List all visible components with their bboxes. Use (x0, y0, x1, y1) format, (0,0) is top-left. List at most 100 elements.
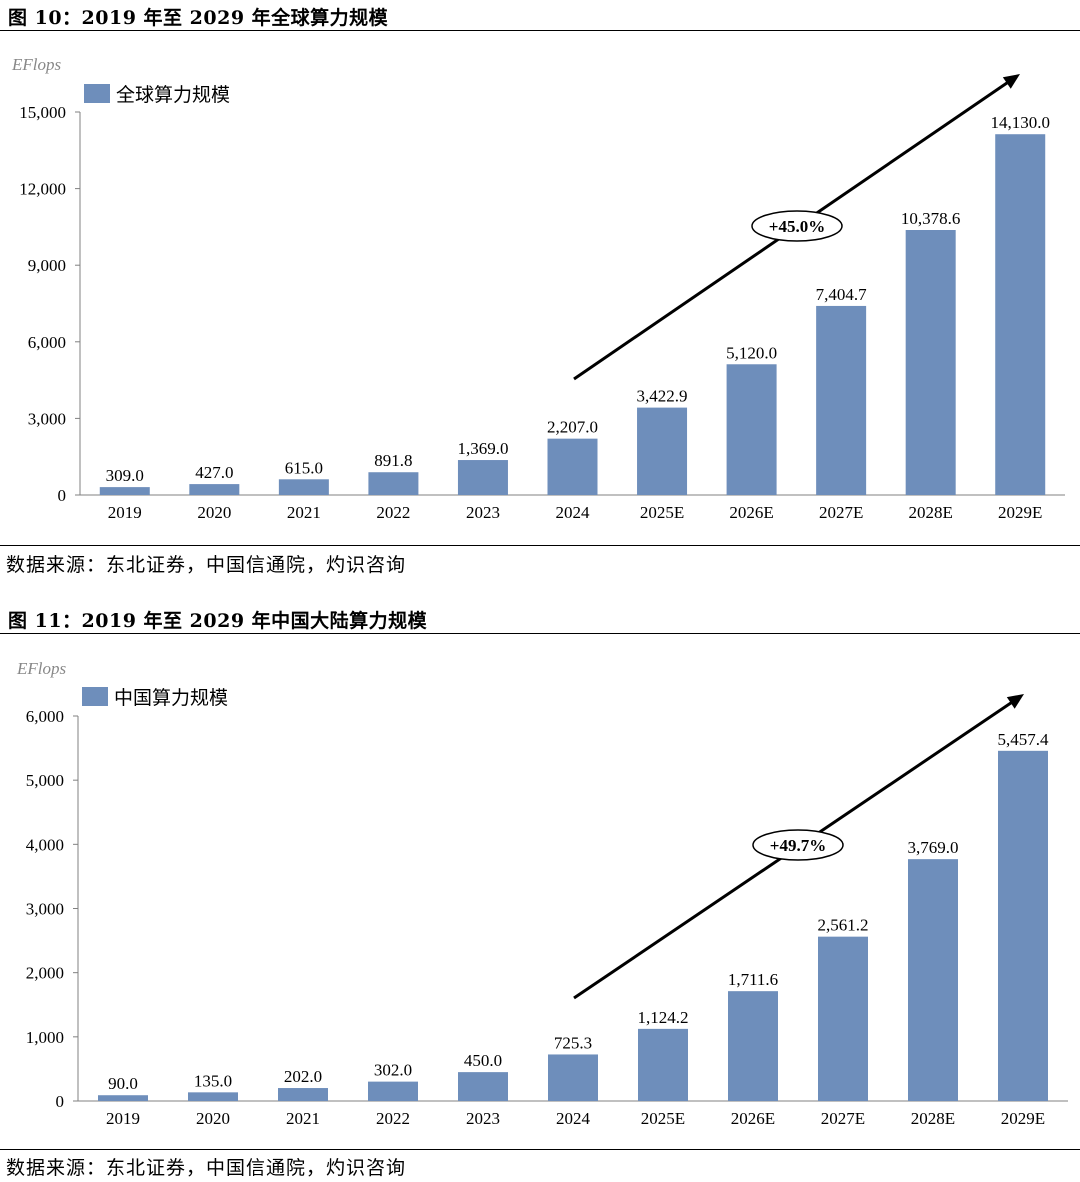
y-tick-label: 12,000 (19, 180, 66, 199)
data-label-2022: 891.8 (374, 451, 412, 470)
legend-swatch (84, 84, 110, 103)
y-tick-label: 15,000 (19, 103, 66, 122)
bar-2019 (98, 1095, 148, 1101)
data-label-2025E: 1,124.2 (638, 1008, 689, 1027)
y-axis-unit-label: EFlops (16, 659, 66, 678)
y-tick-label: 1,000 (26, 1028, 64, 1047)
x-tick-label-2022: 2022 (376, 1109, 410, 1128)
figure-10-bottom-rule (0, 545, 1080, 546)
bar-2022 (368, 1081, 418, 1101)
figure-10-title: 图 10：2019 年至 2029 年全球算力规模 (8, 7, 389, 29)
bar-2028E (905, 229, 956, 495)
data-label-2022: 302.0 (374, 1061, 412, 1080)
y-tick-label: 0 (58, 486, 67, 505)
data-label-2019: 309.0 (106, 466, 144, 485)
bar-2028E (908, 859, 958, 1101)
x-tick-label-2024: 2024 (556, 1109, 591, 1128)
x-tick-label-2024: 2024 (556, 503, 591, 522)
data-label-2029E: 5,457.4 (998, 730, 1050, 749)
data-label-2028E: 3,769.0 (908, 838, 959, 857)
growth-rate-ellipse (751, 210, 843, 242)
bar-2029E (995, 134, 1046, 495)
x-tick-label-2026E: 2026E (729, 503, 773, 522)
data-label-2028E: 10,378.6 (901, 209, 961, 228)
data-label-2025E: 3,422.9 (637, 387, 688, 406)
x-tick-label-2023: 2023 (466, 503, 500, 522)
data-label-2019: 90.0 (108, 1074, 138, 1093)
data-label-2024: 725.3 (554, 1033, 592, 1052)
bar-2021 (278, 1088, 328, 1101)
growth-rate-label: +49.7% (770, 836, 826, 855)
x-tick-label-2026E: 2026E (731, 1109, 775, 1128)
data-label-2024: 2,207.0 (547, 418, 598, 437)
data-label-2026E: 5,120.0 (726, 343, 777, 362)
data-label-2027E: 2,561.2 (818, 916, 869, 935)
x-tick-label-2022: 2022 (376, 503, 410, 522)
y-tick-label: 9,000 (28, 256, 66, 275)
bar-2026E (728, 991, 778, 1101)
bar-2025E (637, 407, 688, 495)
x-tick-label-2020: 2020 (197, 503, 231, 522)
data-label-2027E: 7,404.7 (816, 285, 868, 304)
data-label-2023: 1,369.0 (457, 439, 508, 458)
x-tick-label-2020: 2020 (196, 1109, 230, 1128)
bar-2019 (99, 487, 150, 495)
chart-global-compute: EFlops 全球算力规模 0 3,000 6,000 9,000 12,000 15,000… (11, 55, 1065, 522)
y-tick-label: 6,000 (26, 707, 64, 726)
data-label-2021: 615.0 (285, 458, 323, 477)
bar-2020 (189, 484, 240, 495)
bar-2024 (548, 1054, 598, 1101)
legend-label: 中国算力规模 (114, 687, 228, 709)
x-tick-label-2019: 2019 (108, 503, 142, 522)
bar-2029E (998, 750, 1048, 1101)
bar-2025E (638, 1028, 688, 1101)
y-tick-label: 0 (56, 1092, 65, 1111)
y-axis-unit-label: EFlops (11, 55, 61, 74)
x-tick-label-2019: 2019 (106, 1109, 140, 1128)
data-label-2023: 450.0 (464, 1051, 502, 1070)
bar-2020 (188, 1092, 238, 1101)
x-tick-label-2029E: 2029E (998, 503, 1042, 522)
legend-label: 全球算力规模 (116, 84, 230, 106)
bar-2023 (458, 1072, 508, 1101)
figure-11-source: 数据来源：东北证券，中国信通院，灼识咨询 (6, 1157, 407, 1179)
x-tick-label-2023: 2023 (466, 1109, 500, 1128)
figure-11-top-rule (0, 633, 1080, 634)
y-tick-label: 2,000 (26, 964, 64, 983)
y-tick-label: 5,000 (26, 771, 64, 790)
growth-rate-label: +45.0% (769, 217, 825, 236)
bar-2021 (278, 479, 329, 495)
data-label-2020: 427.0 (195, 463, 233, 482)
data-label-2026E: 1,711.6 (728, 970, 778, 989)
figure-10-top-rule (0, 30, 1080, 31)
bar-2024 (547, 438, 598, 495)
growth-arrow-head (1006, 694, 1024, 709)
data-label-2021: 202.0 (284, 1067, 322, 1086)
bar-2027E (818, 936, 868, 1101)
bar-2023 (457, 460, 508, 495)
bar-2027E (816, 305, 867, 495)
y-tick-label: 6,000 (28, 333, 66, 352)
x-tick-label-2021: 2021 (287, 503, 321, 522)
x-tick-label-2028E: 2028E (908, 503, 952, 522)
y-tick-label: 3,000 (26, 900, 64, 919)
x-tick-label-2021: 2021 (286, 1109, 320, 1128)
bar-2022 (368, 472, 419, 495)
x-tick-label-2027E: 2027E (821, 1109, 865, 1128)
x-tick-label-2027E: 2027E (819, 503, 863, 522)
y-tick-label: 3,000 (28, 409, 66, 428)
growth-rate-ellipse (752, 829, 844, 861)
x-tick-label-2025E: 2025E (641, 1109, 685, 1128)
data-label-2029E: 14,130.0 (990, 113, 1050, 132)
x-tick-label-2025E: 2025E (640, 503, 684, 522)
figure-10-source: 数据来源：东北证券，中国信通院，灼识咨询 (6, 554, 407, 576)
growth-arrow-head (1002, 74, 1020, 89)
y-tick-label: 4,000 (26, 835, 64, 854)
x-tick-label-2028E: 2028E (911, 1109, 955, 1128)
bar-2026E (726, 364, 777, 495)
figure-11-title: 图 11：2019 年至 2029 年中国大陆算力规模 (8, 610, 428, 632)
legend-swatch (82, 687, 108, 706)
x-tick-label-2029E: 2029E (1001, 1109, 1045, 1128)
data-label-2020: 135.0 (194, 1071, 232, 1090)
chart-china-compute: EFlops 中国算力规模 0 1,000 2,000 3,000 4,000 5,000 6,… (16, 659, 1068, 1128)
